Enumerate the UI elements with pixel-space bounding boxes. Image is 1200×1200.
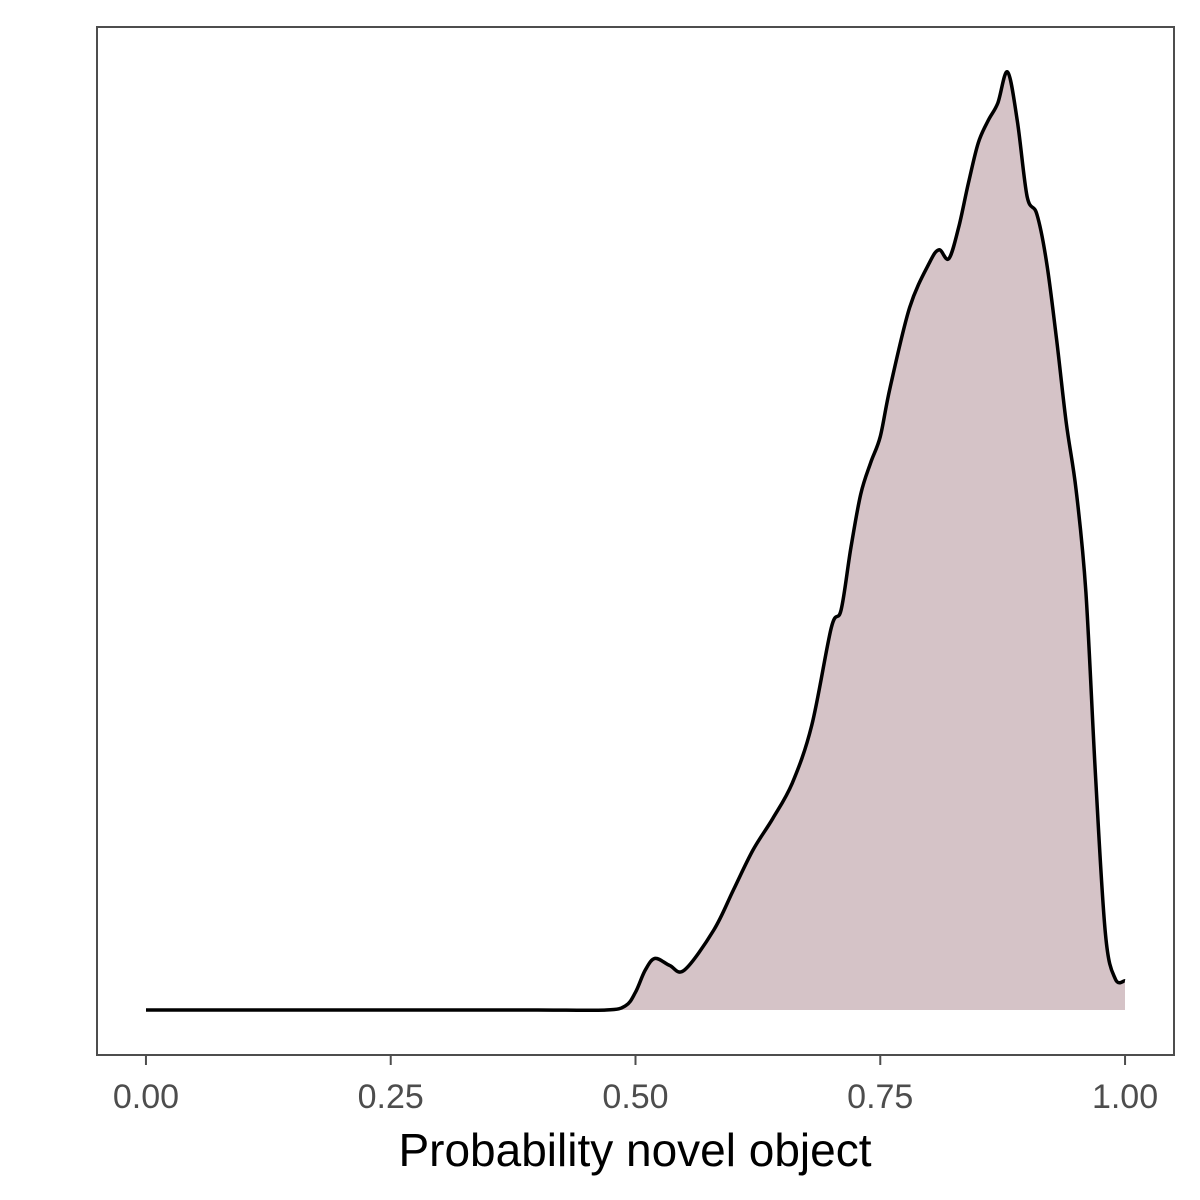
x-tick-label: 0.75: [847, 1078, 913, 1116]
x-tick-label: 1.00: [1092, 1078, 1158, 1116]
x-tick-label: 0.00: [113, 1078, 179, 1116]
x-tick-label: 0.25: [358, 1078, 424, 1116]
x-axis-title: Probability novel object: [398, 1124, 871, 1176]
x-tick-label: 0.50: [602, 1078, 668, 1116]
x-axis: 0.00 0.25 0.50 0.75 1.00: [113, 1055, 1158, 1116]
chart-marks: [146, 70, 1126, 1013]
density-line: [146, 70, 1126, 1013]
density-area: [146, 71, 1125, 1011]
